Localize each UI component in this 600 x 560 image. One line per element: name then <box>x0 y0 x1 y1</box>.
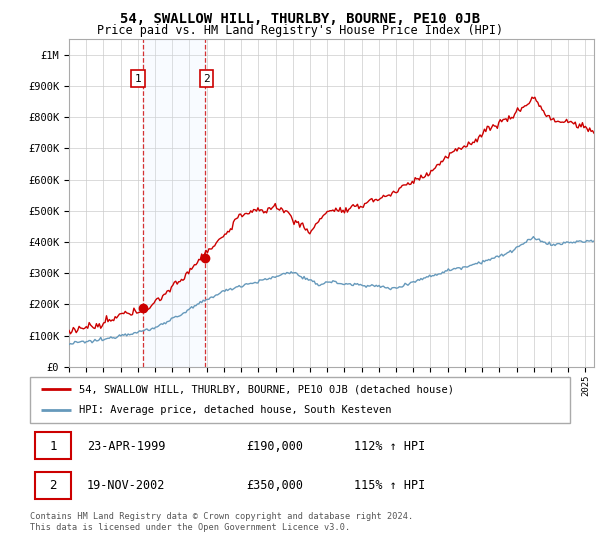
Text: 54, SWALLOW HILL, THURLBY, BOURNE, PE10 0JB: 54, SWALLOW HILL, THURLBY, BOURNE, PE10 … <box>120 12 480 26</box>
FancyBboxPatch shape <box>35 432 71 460</box>
Text: £350,000: £350,000 <box>246 479 303 492</box>
Text: £190,000: £190,000 <box>246 440 303 453</box>
Text: Price paid vs. HM Land Registry's House Price Index (HPI): Price paid vs. HM Land Registry's House … <box>97 24 503 36</box>
Text: 2: 2 <box>203 73 210 83</box>
Text: 112% ↑ HPI: 112% ↑ HPI <box>354 440 425 453</box>
Text: 23-APR-1999: 23-APR-1999 <box>86 440 165 453</box>
Text: Contains HM Land Registry data © Crown copyright and database right 2024.
This d: Contains HM Land Registry data © Crown c… <box>30 512 413 532</box>
Text: 2: 2 <box>49 479 57 492</box>
Text: 54, SWALLOW HILL, THURLBY, BOURNE, PE10 0JB (detached house): 54, SWALLOW HILL, THURLBY, BOURNE, PE10 … <box>79 384 454 394</box>
Bar <box>143 39 205 367</box>
Text: 1: 1 <box>134 73 142 83</box>
Text: 19-NOV-2002: 19-NOV-2002 <box>86 479 165 492</box>
FancyBboxPatch shape <box>35 472 71 499</box>
FancyBboxPatch shape <box>30 377 570 423</box>
Text: 1: 1 <box>49 440 57 453</box>
Text: 115% ↑ HPI: 115% ↑ HPI <box>354 479 425 492</box>
Text: HPI: Average price, detached house, South Kesteven: HPI: Average price, detached house, Sout… <box>79 405 391 416</box>
